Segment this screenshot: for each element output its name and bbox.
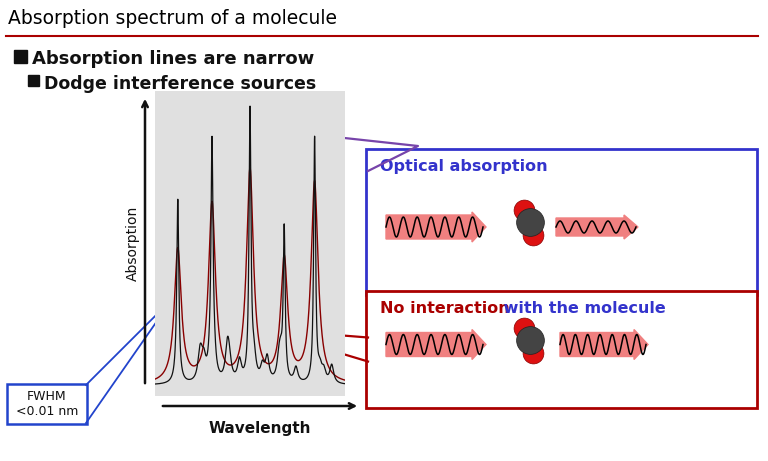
FancyBboxPatch shape	[366, 149, 757, 295]
Text: Wavelength: Wavelength	[209, 421, 311, 436]
Bar	[14, 50, 27, 63]
FancyBboxPatch shape	[366, 291, 757, 408]
FancyArrow shape	[386, 212, 486, 242]
FancyBboxPatch shape	[7, 384, 87, 424]
Text: FWHM
<0.01 nm: FWHM <0.01 nm	[16, 390, 78, 418]
FancyArrow shape	[556, 215, 638, 239]
FancyArrow shape	[386, 330, 486, 360]
Text: Absorption lines are narrow: Absorption lines are narrow	[32, 50, 314, 68]
FancyArrow shape	[560, 330, 648, 360]
Text: No interaction: No interaction	[380, 301, 510, 316]
Text: Dodge interference sources: Dodge interference sources	[44, 75, 316, 93]
Text: Absorption: Absorption	[126, 206, 140, 281]
Text: Optical absorption: Optical absorption	[380, 159, 548, 174]
Text: with the molecule: with the molecule	[498, 301, 666, 316]
Text: Absorption spectrum of a molecule: Absorption spectrum of a molecule	[8, 9, 337, 28]
Bar	[28, 75, 39, 86]
